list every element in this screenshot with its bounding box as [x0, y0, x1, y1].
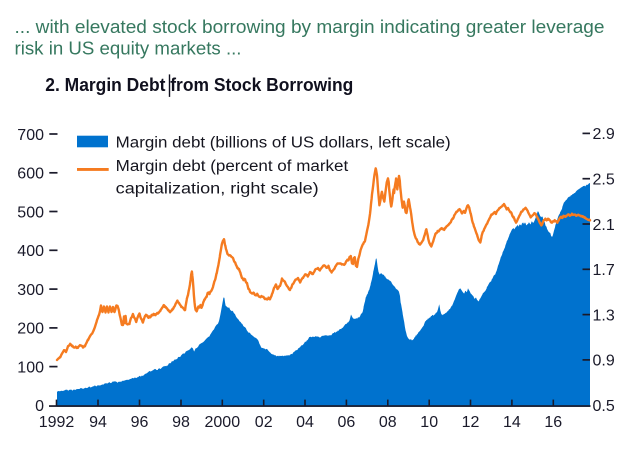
svg-text:04: 04 — [296, 414, 314, 431]
svg-text:500: 500 — [17, 204, 44, 221]
svg-text:100: 100 — [17, 359, 44, 376]
svg-text:14: 14 — [503, 414, 521, 431]
svg-text:16: 16 — [544, 414, 562, 431]
svg-text:08: 08 — [379, 414, 397, 431]
svg-text:Margin debt (percent of market: Margin debt (percent of market — [116, 158, 349, 175]
svg-text:1992: 1992 — [39, 414, 75, 431]
svg-text:0.5: 0.5 — [593, 398, 615, 415]
svg-text:1.7: 1.7 — [593, 262, 615, 279]
svg-text:2. Margin Debt from Stock Borr: 2. Margin Debt from Stock Borrowing — [45, 75, 353, 95]
svg-text:0: 0 — [35, 398, 44, 415]
svg-text:2.5: 2.5 — [593, 172, 615, 189]
svg-text:400: 400 — [17, 243, 44, 260]
svg-text:96: 96 — [131, 414, 149, 431]
svg-text:Margin debt (billions of US do: Margin debt (billions of US dollars, lef… — [116, 134, 451, 151]
svg-text:700: 700 — [17, 127, 44, 144]
svg-text:02: 02 — [255, 414, 273, 431]
svg-text:1.3: 1.3 — [593, 307, 615, 324]
svg-text:12: 12 — [462, 414, 480, 431]
svg-text:94: 94 — [89, 414, 107, 431]
svg-text:06: 06 — [338, 414, 356, 431]
svg-text:... with elevated stock borrow: ... with elevated stock borrowing by mar… — [15, 16, 605, 37]
svg-text:capitalization, right scale): capitalization, right scale) — [116, 181, 319, 198]
svg-text:risk in US equity markets ...: risk in US equity markets ... — [15, 37, 242, 58]
svg-text:300: 300 — [17, 282, 44, 299]
svg-text:2000: 2000 — [205, 414, 241, 431]
svg-text:0.9: 0.9 — [593, 353, 615, 370]
svg-text:10: 10 — [420, 414, 438, 431]
svg-text:2.1: 2.1 — [593, 217, 615, 234]
svg-text:200: 200 — [17, 321, 44, 338]
svg-text:2.9: 2.9 — [593, 126, 615, 143]
svg-text:98: 98 — [172, 414, 190, 431]
svg-text:600: 600 — [17, 166, 44, 183]
